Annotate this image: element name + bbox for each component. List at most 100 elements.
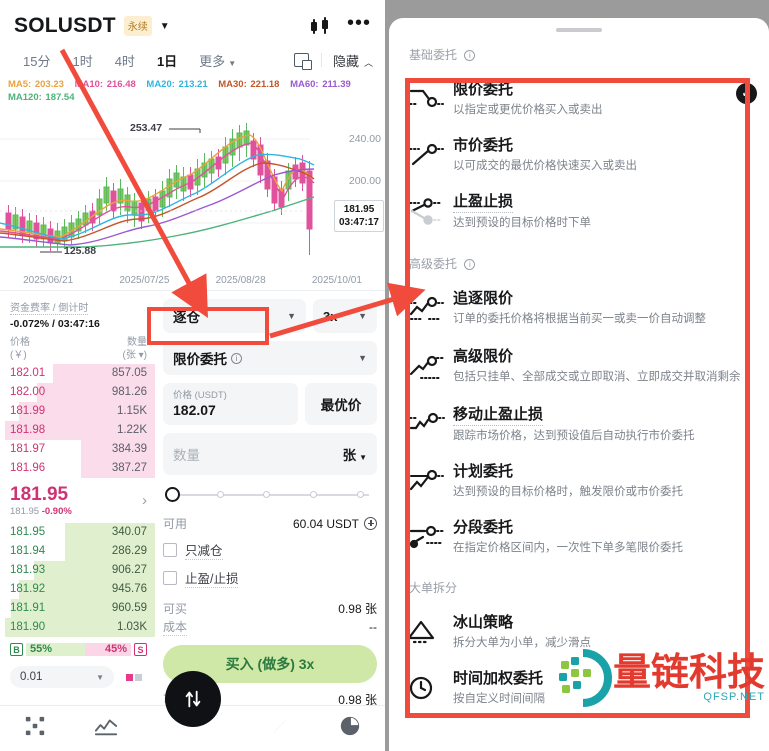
- amount-slider[interactable]: [165, 482, 373, 508]
- current-price-marker: 181.95 03:47:17: [333, 200, 384, 232]
- buy-percent: 55%: [30, 643, 53, 655]
- orderbook-bid-row[interactable]: 181.92 945.76: [0, 580, 155, 599]
- market-order-icon: [407, 136, 453, 174]
- leverage-select[interactable]: 3x ▼: [313, 299, 377, 333]
- orderbook-bid-row[interactable]: 181.95 340.07: [0, 523, 155, 542]
- ask-qty: 1.15K: [116, 405, 147, 417]
- info-icon[interactable]: i: [464, 50, 476, 61]
- orderbook-col-qty-label: 数量: [127, 337, 147, 348]
- compass-explore-icon[interactable]: [269, 715, 291, 742]
- ask-qty: 384.39: [111, 443, 147, 455]
- amount-unit-select[interactable]: 张 ▼: [343, 444, 367, 464]
- chart-line-icon[interactable]: [94, 715, 118, 742]
- option-desc: 达到预设的目标价格时，触发限价或市价委托: [453, 486, 683, 498]
- tpsl-row[interactable]: 止盈/止损: [163, 568, 377, 588]
- orderbook-ask-row[interactable]: 181.99 1.15K: [0, 402, 155, 421]
- option-title: 计划委托: [453, 463, 514, 480]
- funding-rate-label: 资金费率 / 倒计时: [10, 299, 89, 315]
- can-sell-value: 0.98 张: [338, 693, 377, 707]
- section-title-basic: 基础委托 i: [389, 32, 769, 71]
- option-advanced-limit[interactable]: 高级限价 包括只挂单、全部成交或立即取消、立即成交并取消剩余: [389, 338, 769, 396]
- orderbook-ask-row[interactable]: 181.98 1.22K: [0, 421, 155, 440]
- option-title: 时间加权委托: [453, 670, 544, 687]
- orderbook-bid-row[interactable]: 181.91 960.59: [0, 599, 155, 618]
- orderbook-col-qty[interactable]: 数量 (张 ▾): [123, 336, 148, 362]
- swap-fab-icon[interactable]: [164, 671, 221, 727]
- order-type-bottom-sheet: 基础委托 i 限价委托 以指定或更优价格买入或卖出 ✔: [389, 18, 769, 751]
- timeframe-more[interactable]: 更多 ▼: [188, 51, 242, 70]
- date-tick-1: 2025/06/21: [23, 275, 74, 286]
- hide-toggle[interactable]: 隐藏 ︿: [333, 51, 373, 70]
- orderbook-bid-row[interactable]: 181.94 286.29: [0, 542, 155, 561]
- ma60-legend: MA60: 211.39: [290, 79, 351, 90]
- chevron-down-icon: ▼: [358, 353, 367, 363]
- twap-clock-icon: [407, 669, 453, 707]
- orderbook-col-price-unit: (￥): [10, 350, 27, 361]
- index-price: 181.95: [10, 506, 40, 517]
- info-icon[interactable]: i: [231, 352, 242, 364]
- info-icon[interactable]: i: [464, 259, 476, 270]
- order-type-select[interactable]: 限价委托 i ▼: [163, 341, 377, 375]
- option-text: 高级限价 包括只挂单、全部成交或立即取消、立即成交并取消剩余: [453, 347, 751, 385]
- more-options-icon[interactable]: •••: [346, 12, 371, 34]
- option-tpsl-order[interactable]: 止盈止损 达到预设的目标价格时下单: [389, 183, 769, 241]
- chart-low-label: 125.88: [64, 245, 97, 257]
- indicator-settings-icon[interactable]: [293, 53, 312, 70]
- orderbook-layout-icon[interactable]: [126, 673, 142, 681]
- chevron-down-icon: ▾: [138, 350, 144, 361]
- option-scaled-order[interactable]: 分段委托 在指定价格区间内，一次性下单多笔限价委托: [389, 509, 769, 565]
- date-axis: 2025/06/21 2025/07/25 2025/08/28 2025/10…: [0, 273, 385, 291]
- planned-order-icon: [407, 462, 453, 500]
- ma120-legend: MA120: 187.54: [8, 92, 75, 103]
- orderbook-ask-row[interactable]: 182.01 857.05: [0, 364, 155, 383]
- ma5-legend: MA5: 203.23: [8, 79, 64, 90]
- timeframe-1d[interactable]: 1日: [156, 53, 178, 69]
- candlestick-icon[interactable]: [309, 15, 335, 37]
- option-planned-order[interactable]: 计划委托 达到预设的目标价格时，触发限价或市价委托: [389, 453, 769, 509]
- orderbook-bid-row[interactable]: 181.93 906.27: [0, 561, 155, 580]
- divider: [320, 53, 322, 67]
- orderbook-ask-row[interactable]: 181.97 384.39: [0, 440, 155, 459]
- page-title[interactable]: SOLUSDT: [14, 14, 116, 37]
- slider-handle[interactable]: [165, 487, 180, 502]
- bid-price: 181.93: [10, 564, 46, 576]
- price-chart[interactable]: 253.47 125.88 240.00 200.00 181.95 03:47…: [0, 105, 385, 273]
- timeframe-15m[interactable]: 15分: [23, 53, 51, 69]
- sheet-grabber[interactable]: [556, 28, 602, 32]
- orderbook-ask-row[interactable]: 182.00 981.26: [0, 383, 155, 402]
- grid-markets-icon[interactable]: [24, 715, 46, 742]
- symbol-dropdown-chevron-icon[interactable]: ▼: [159, 20, 170, 32]
- amount-input[interactable]: 数量 张 ▼: [163, 433, 377, 475]
- chevron-right-icon[interactable]: ›: [142, 492, 147, 509]
- price-input-value: 182.07: [173, 401, 216, 418]
- best-price-button[interactable]: 最优价: [305, 383, 377, 425]
- option-trailing-stop[interactable]: 移动止盈止损 跟踪市场价格，达到预设值后自动执行市价委托: [389, 396, 769, 453]
- sell-percent: 45%: [104, 643, 127, 655]
- timeframe-4h[interactable]: 4时: [114, 53, 135, 69]
- margin-mode-select[interactable]: 逐仓 ▼: [163, 299, 306, 333]
- timeframe-1h[interactable]: 1时: [72, 53, 93, 69]
- price-input[interactable]: 价格 (USDT) 182.07: [163, 383, 298, 425]
- option-iceberg[interactable]: 冰山策略 拆分大单为小单，减少滑点: [389, 604, 769, 660]
- tpsl-checkbox[interactable]: [163, 571, 177, 585]
- option-text: 分段委托 在指定价格区间内，一次性下单多笔限价委托: [453, 518, 751, 556]
- reduce-only-checkbox[interactable]: [163, 543, 177, 557]
- orderbook-bid-row[interactable]: 181.90 1.03K: [0, 618, 155, 637]
- option-market-order[interactable]: 市价委托 以可成交的最优价格快速买入或卖出: [389, 127, 769, 183]
- chevron-down-icon: ▼: [287, 311, 296, 321]
- bid-qty: 945.76: [111, 583, 147, 595]
- pie-assets-icon[interactable]: [339, 715, 361, 742]
- option-limit-order[interactable]: 限价委托 以指定或更优价格买入或卖出 ✔: [389, 71, 769, 127]
- option-chase-limit[interactable]: 追逐限价 订单的委托价格将根据当前买一或卖一价自动调整: [389, 280, 769, 338]
- section-label: 大单拆分: [409, 581, 458, 595]
- option-twap[interactable]: 时间加权委托 按自定义时间间隔: [389, 660, 769, 716]
- add-funds-icon[interactable]: [364, 517, 377, 530]
- last-price-block[interactable]: 181.95 181.95 -0.90% ›: [0, 478, 155, 523]
- tick-size-select[interactable]: 0.01 ▼: [10, 666, 114, 688]
- option-title: 市价委托: [453, 137, 514, 154]
- section-title-advanced: 高级委托 i: [389, 241, 769, 280]
- orderbook-ask-row[interactable]: 181.96 387.27: [0, 459, 155, 478]
- price-row: 价格 (USDT) 182.07 最优价: [163, 383, 377, 425]
- reduce-only-row[interactable]: 只减仓: [163, 540, 377, 560]
- ask-price: 182.00: [10, 386, 46, 398]
